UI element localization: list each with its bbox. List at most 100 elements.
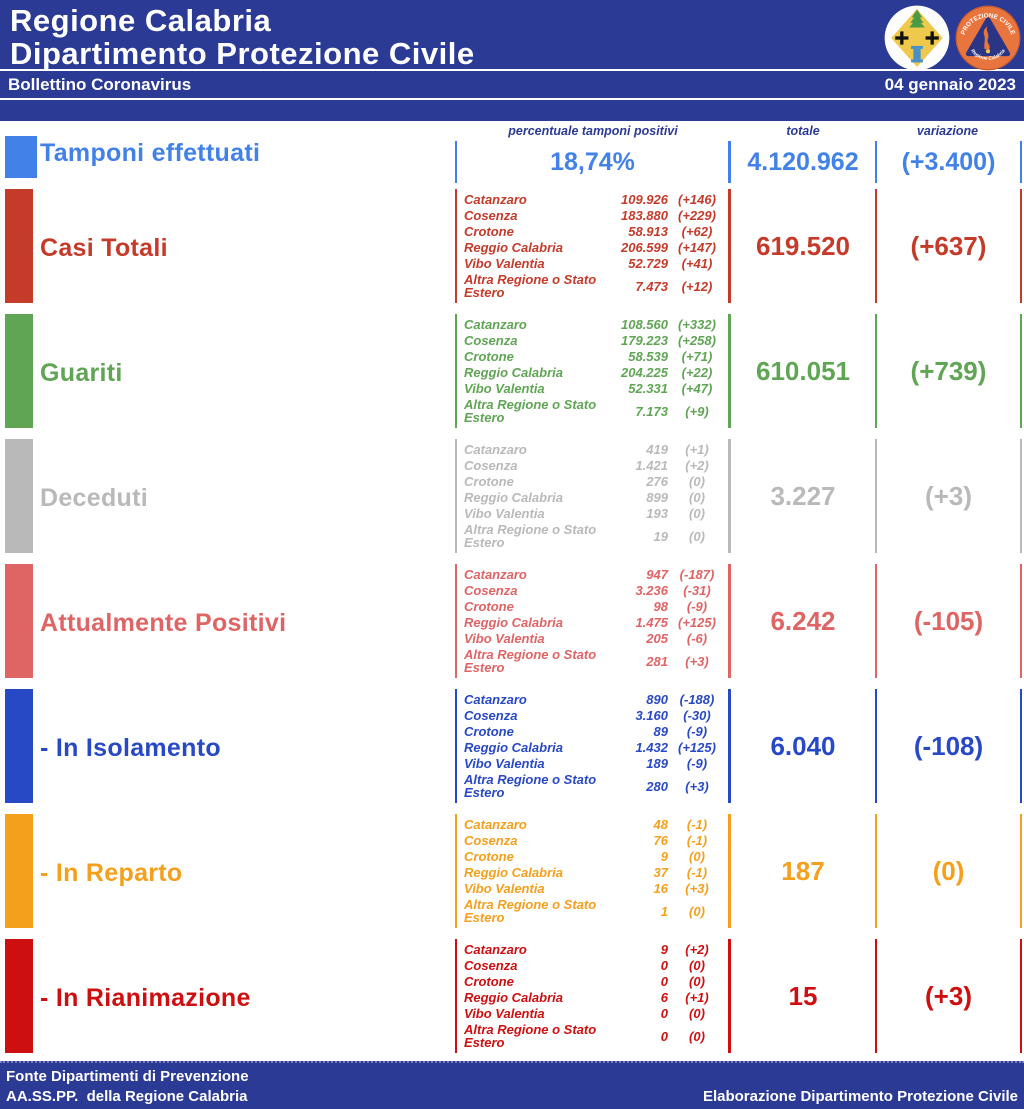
province-name: Crotone <box>464 223 514 239</box>
header-divider <box>0 69 1024 71</box>
province-delta: (+2) <box>685 457 709 473</box>
section-in-reparto: - In Reparto Catanzaro 48 (-1) Cosenza 7… <box>0 811 1024 936</box>
province-value: 7.173 <box>635 403 668 419</box>
province-delta: (-1) <box>686 816 708 832</box>
province-delta: (-1) <box>686 832 708 848</box>
province-row: Vibo Valentia 193 (0) <box>464 507 726 520</box>
province-delta: (+71) <box>681 348 713 364</box>
province-delta: (+332) <box>678 316 716 332</box>
province-name: Reggio Calabria <box>464 865 563 881</box>
province-name: Catanzaro <box>464 316 527 332</box>
province-row: Vibo Valentia 189 (-9) <box>464 757 726 770</box>
province-delta: (0) <box>689 490 705 506</box>
section-variation: (-105) <box>875 564 1022 678</box>
province-row: Cosenza 1.421 (+2) <box>464 459 726 472</box>
province-name: Vibo Valentia <box>464 756 545 772</box>
province-name: Cosenza <box>464 332 518 348</box>
province-breakdown: Catanzaro 890 (-188) Cosenza 3.160 (-30)… <box>455 689 731 803</box>
province-name: Catanzaro <box>464 566 527 582</box>
sections-container: Casi Totali Catanzaro 109.926 (+146) Cos… <box>0 186 1024 1061</box>
province-value: 179.223 <box>621 332 668 348</box>
province-delta: (0) <box>689 848 705 864</box>
province-row: Catanzaro 947 (-187) <box>464 568 726 581</box>
province-row: Crotone 0 (0) <box>464 975 726 988</box>
province-row: Vibo Valentia 205 (-6) <box>464 632 726 645</box>
bulletin-label: Bollettino Coronavirus <box>8 74 192 94</box>
province-delta: (+3) <box>685 653 709 669</box>
province-row: Altra Regione o Stato Estero 1 (0) <box>464 898 726 924</box>
tamponi-variation-value: (+3.400) <box>875 141 1022 183</box>
province-row: Altra Regione o Stato Estero 281 (+3) <box>464 648 726 674</box>
province-value: 48 <box>653 816 668 832</box>
province-value: 280 <box>646 778 668 794</box>
province-row: Vibo Valentia 16 (+3) <box>464 882 726 895</box>
section-attualmente-positivi: Attualmente Positivi Catanzaro 947 (-187… <box>0 561 1024 686</box>
province-breakdown: Catanzaro 108.560 (+332) Cosenza 179.223… <box>455 314 731 428</box>
province-value: 6 <box>660 990 668 1006</box>
province-row: Catanzaro 419 (+1) <box>464 443 726 456</box>
province-value: 52.331 <box>628 381 668 397</box>
province-breakdown: Catanzaro 48 (-1) Cosenza 76 (-1) Croton… <box>455 814 731 928</box>
province-row: Cosenza 183.880 (+229) <box>464 209 726 222</box>
province-value: 183.880 <box>621 207 668 223</box>
province-name: Vibo Valentia <box>464 381 545 397</box>
province-row: Reggio Calabria 1.475 (+125) <box>464 616 726 629</box>
province-value: 9 <box>660 848 668 864</box>
province-value: 899 <box>646 490 668 506</box>
province-row: Cosenza 179.223 (+258) <box>464 334 726 347</box>
province-value: 1.475 <box>635 615 668 631</box>
province-value: 0 <box>660 957 668 973</box>
province-name: Reggio Calabria <box>464 365 563 381</box>
province-value: 419 <box>646 441 668 457</box>
province-row: Crotone 58.913 (+62) <box>464 225 726 238</box>
page-title: Regione Calabria <box>10 3 272 38</box>
province-delta: (-1) <box>686 865 708 881</box>
province-name: Catanzaro <box>464 191 527 207</box>
province-value: 7.473 <box>635 278 668 294</box>
province-name: Reggio Calabria <box>464 990 563 1006</box>
province-delta: (+47) <box>681 381 713 397</box>
province-row: Reggio Calabria 206.599 (+147) <box>464 241 726 254</box>
province-name: Reggio Calabria <box>464 240 563 256</box>
province-name: Cosenza <box>464 582 518 598</box>
province-name: Altra Regione o Stato Estero <box>464 897 597 926</box>
footer-source-line2: AA.SS.PP. della Regione Calabria <box>6 1088 248 1105</box>
section-label: Deceduti <box>40 484 148 512</box>
province-delta: (-188) <box>679 691 715 707</box>
province-name: Crotone <box>464 973 514 989</box>
section-label: - In Reparto <box>40 859 183 887</box>
province-name: Reggio Calabria <box>464 615 563 631</box>
province-delta: (0) <box>689 1006 705 1022</box>
section-variation: (+3) <box>875 939 1022 1053</box>
section-label: Attualmente Positivi <box>40 609 287 637</box>
province-name: Vibo Valentia <box>464 506 545 522</box>
section-total: 15 <box>788 980 818 1011</box>
section-in-isolamento: - In Isolamento Catanzaro 890 (-188) Cos… <box>0 686 1024 811</box>
province-row: Crotone 276 (0) <box>464 475 726 488</box>
province-name: Catanzaro <box>464 816 527 832</box>
section-total: 6.040 <box>770 730 836 761</box>
province-delta: (+3) <box>685 881 709 897</box>
province-value: 189 <box>646 756 668 772</box>
section-color-marker <box>5 689 33 803</box>
section-in-rianimazione: - In Rianimazione Catanzaro 9 (+2) Cosen… <box>0 936 1024 1061</box>
page-subtitle: Dipartimento Protezione Civile <box>10 36 475 71</box>
province-row: Vibo Valentia 0 (0) <box>464 1007 726 1020</box>
province-name: Altra Regione o Stato Estero <box>464 522 597 551</box>
tamponi-total-value: 4.120.962 <box>747 147 859 176</box>
section-total: 6.242 <box>770 605 836 636</box>
province-row: Altra Regione o Stato Estero 7.173 (+9) <box>464 398 726 424</box>
province-value: 52.729 <box>628 256 668 272</box>
row-tamponi-effettuati: percentuale tamponi positivi totale vari… <box>0 121 1024 186</box>
province-name: Crotone <box>464 598 514 614</box>
province-row: Reggio Calabria 37 (-1) <box>464 866 726 879</box>
header-logos: PROTEZIONE CIVILE Regione Calabria <box>884 5 1021 71</box>
province-delta: (+9) <box>685 403 709 419</box>
province-row: Crotone 58.539 (+71) <box>464 350 726 363</box>
province-row: Reggio Calabria 899 (0) <box>464 491 726 504</box>
province-row: Crotone 98 (-9) <box>464 600 726 613</box>
province-breakdown: Catanzaro 947 (-187) Cosenza 3.236 (-31)… <box>455 564 731 678</box>
province-delta: (-6) <box>686 631 708 647</box>
province-value: 205 <box>646 631 668 647</box>
province-delta: (+229) <box>678 207 716 223</box>
